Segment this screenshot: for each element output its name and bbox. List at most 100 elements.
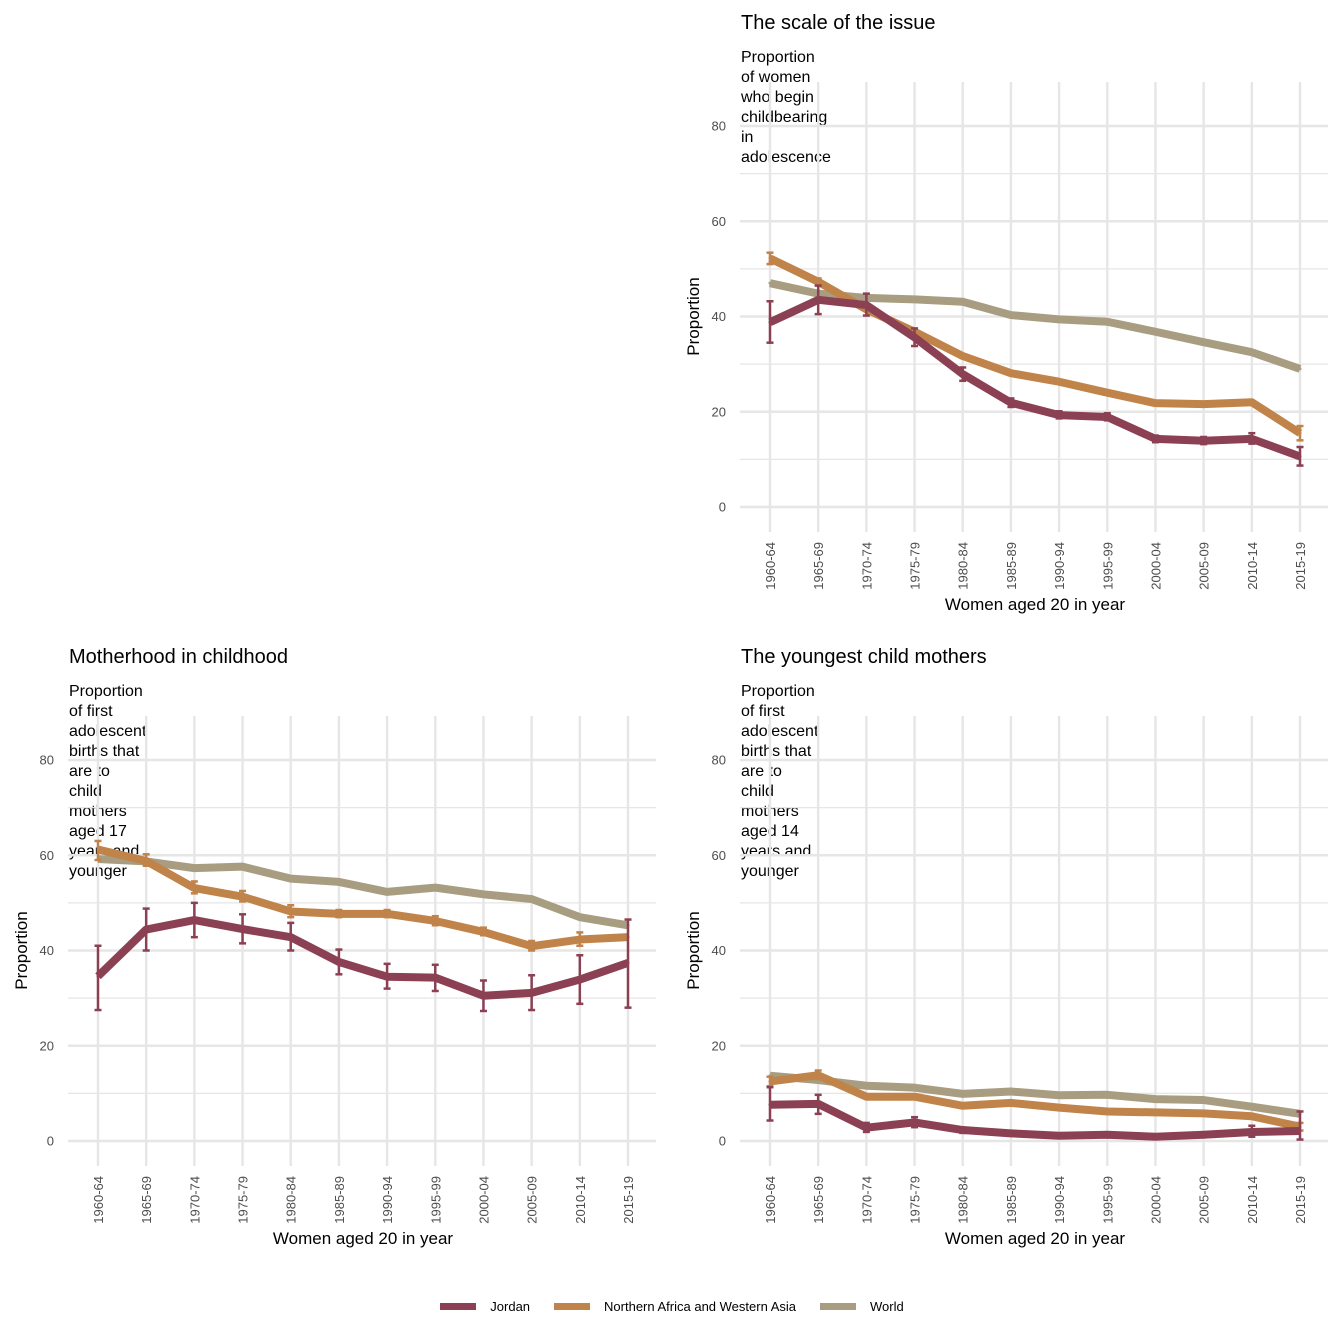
- x-tick-label: 2015-19: [1293, 1176, 1308, 1224]
- series-jordan: [94, 901, 632, 1013]
- data-point: [1009, 1089, 1013, 1093]
- data-point: [1153, 330, 1157, 334]
- grid: [740, 82, 1328, 532]
- error-bar: [576, 954, 584, 1006]
- grid: [740, 716, 1328, 1166]
- x-tick-label: 1975-79: [908, 1176, 923, 1224]
- data-point: [241, 865, 245, 869]
- data-point: [1105, 391, 1109, 395]
- error-bar: [528, 939, 536, 952]
- x-tick-label: 1990-94: [380, 1176, 395, 1224]
- data-point: [578, 915, 582, 919]
- series-jordan: [766, 1085, 1304, 1141]
- x-tick-label: 1980-84: [956, 1176, 971, 1224]
- y-tick-label: 40: [712, 943, 726, 958]
- x-tick-label: 1965-69: [811, 542, 826, 590]
- error-bar: [1200, 435, 1208, 446]
- x-tick-label: 1960-64: [763, 1176, 778, 1224]
- data-point: [961, 354, 965, 358]
- series-line: [769, 279, 1302, 373]
- error-bar: [1103, 1131, 1111, 1138]
- error-bar: [911, 1115, 919, 1129]
- error-bar: [766, 300, 774, 344]
- data-point: [1250, 350, 1254, 354]
- x-tick-label: 1970-74: [859, 1176, 874, 1224]
- x-tick-label: 1985-89: [1004, 1176, 1019, 1224]
- series-line: [95, 916, 630, 1000]
- legend-swatch: [440, 1302, 477, 1310]
- data-point: [864, 1095, 868, 1099]
- data-point: [913, 297, 917, 301]
- data-point: [1202, 402, 1206, 406]
- error-bar: [1055, 410, 1063, 420]
- error-bar: [383, 962, 391, 990]
- chart-title: Motherhood in childhood: [69, 646, 289, 668]
- y-tick-label: 60: [40, 848, 54, 863]
- error-bar: [383, 908, 391, 919]
- data-point: [1250, 1114, 1254, 1118]
- x-tick-label: 1985-89: [1004, 542, 1019, 590]
- data-point: [385, 890, 389, 894]
- data-point: [1153, 401, 1157, 405]
- data-point: [1250, 1105, 1254, 1109]
- y-axis-title: Proportion: [684, 911, 703, 989]
- x-tick-label: 2005-09: [1197, 542, 1212, 590]
- x-axis-title: Women aged 20 in year: [273, 1229, 454, 1248]
- series-line: [769, 1099, 1301, 1141]
- y-tick-label: 80: [712, 119, 726, 134]
- y-tick-label: 40: [40, 943, 54, 958]
- legend-label: Northern Africa and Western Asia: [604, 1298, 796, 1314]
- data-point: [433, 886, 437, 890]
- x-tick-label: 2015-19: [621, 1176, 636, 1224]
- data-point: [1250, 400, 1254, 404]
- y-tick-label: 80: [712, 753, 726, 768]
- x-tick-label: 2000-04: [1148, 1176, 1163, 1224]
- data-point: [1009, 371, 1013, 375]
- x-axis-title: Women aged 20 in year: [945, 595, 1126, 614]
- y-axis-title: Proportion: [12, 911, 31, 989]
- x-tick-label: 1970-74: [859, 542, 874, 590]
- error-bar: [239, 913, 247, 945]
- error-bar: [1007, 397, 1015, 409]
- data-point: [1202, 1098, 1206, 1102]
- series-line: [97, 845, 629, 951]
- x-axis-title: Women aged 20 in year: [945, 1229, 1126, 1248]
- error-bar: [94, 839, 102, 862]
- data-point: [1153, 1097, 1157, 1101]
- error-bar: [766, 1085, 774, 1122]
- legend-label: Jordan: [490, 1298, 531, 1314]
- y-tick-label: 80: [40, 753, 54, 768]
- chart-subtitle: Proportion of women who begin childbeari…: [741, 49, 831, 166]
- error-bar: [911, 327, 919, 348]
- legend-item-jordan: Jordan: [440, 1299, 530, 1314]
- x-tick-label: 2010-14: [1245, 1176, 1260, 1224]
- x-tick-label: 1960-64: [763, 542, 778, 590]
- chart-title: The scale of the issue: [741, 12, 936, 34]
- data-point: [768, 281, 772, 285]
- series-northern-africa-and-western-asia: [94, 839, 630, 952]
- data-point: [961, 1104, 965, 1108]
- series-jordan: [766, 284, 1304, 467]
- data-point: [1153, 1110, 1157, 1114]
- x-tick-label: 1960-64: [91, 1176, 106, 1224]
- error-bar: [431, 963, 439, 993]
- y-tick-label: 0: [719, 1134, 726, 1149]
- data-point: [1057, 1093, 1061, 1097]
- error-bar: [959, 1126, 967, 1135]
- x-tick-label: 2005-09: [525, 1176, 540, 1224]
- error-bar: [1296, 424, 1304, 442]
- data-point: [1009, 1101, 1013, 1105]
- y-tick-label: 0: [47, 1134, 54, 1149]
- x-tick-label: 2015-19: [1293, 542, 1308, 590]
- error-bar: [335, 908, 343, 919]
- error-bar: [1200, 1131, 1208, 1138]
- data-point: [289, 877, 293, 881]
- error-bar: [814, 284, 822, 316]
- data-point: [1105, 1109, 1109, 1113]
- x-tick-label: 1965-69: [139, 1176, 154, 1224]
- error-bar: [528, 974, 536, 1012]
- x-tick-label: 2005-09: [1197, 1176, 1212, 1224]
- data-point: [1202, 1111, 1206, 1115]
- y-tick-label: 60: [712, 848, 726, 863]
- chart-title: The youngest child mothers: [741, 646, 987, 668]
